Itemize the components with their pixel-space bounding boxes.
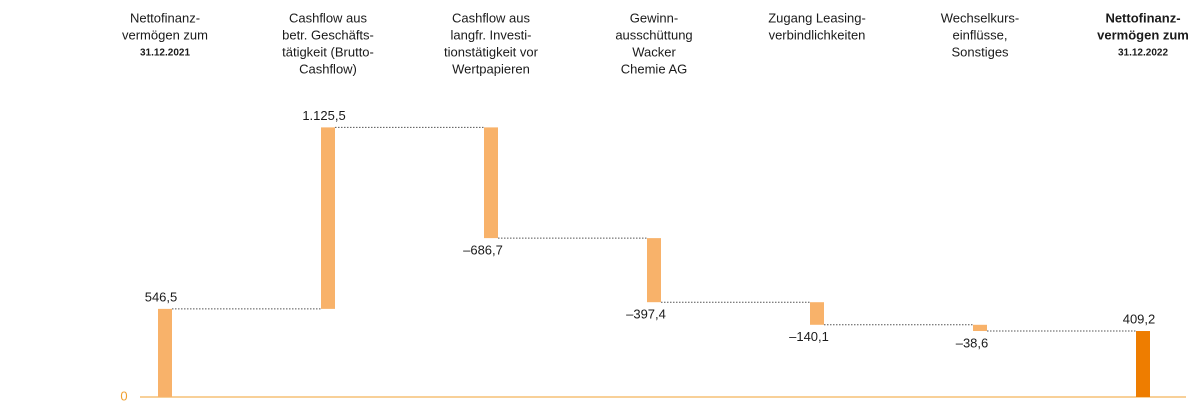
value-label: –140,1 [789, 329, 829, 344]
category-label: Gewinn- [630, 10, 678, 25]
category-label: Nettofinanz- [130, 10, 200, 25]
category-label: vermögen zum [122, 27, 208, 42]
category-label: Zugang Leasing- [768, 10, 866, 25]
bar [647, 238, 661, 303]
category-label: tätigkeit (Brutto- [282, 44, 374, 59]
value-label: 1.125,5 [302, 108, 345, 123]
bar [973, 324, 987, 332]
value-label: –686,7 [463, 243, 503, 258]
category-label: Wechselkurs- [941, 10, 1020, 25]
value-label: 546,5 [145, 289, 178, 304]
category-label: einflüsse, [953, 27, 1008, 42]
y-tick-label: 0 [120, 388, 127, 401]
category-label: Cashflow) [299, 61, 357, 76]
bar [158, 308, 172, 397]
bar [1136, 331, 1150, 397]
value-label: –397,4 [626, 307, 666, 322]
bar [321, 127, 335, 309]
category-label: Wertpapieren [452, 61, 530, 76]
category-label: langfr. Investi- [451, 27, 532, 42]
category-label: verbindlichkeiten [769, 27, 866, 42]
category-label: Chemie AG [621, 61, 687, 76]
category-label: Cashflow aus [289, 10, 368, 25]
category-label: Sonstiges [951, 44, 1009, 59]
category-label: tionstätigkeit vor [444, 44, 539, 59]
category-label: Cashflow aus [452, 10, 531, 25]
category-label: vermögen zum [1097, 27, 1189, 42]
value-label: 409,2 [1123, 311, 1156, 326]
category-label: ausschüttung [615, 27, 692, 42]
category-label: Wacker [632, 44, 676, 59]
value-label: –38,6 [956, 335, 989, 350]
category-label: 31.12.2021 [140, 48, 190, 59]
category-label: Nettofinanz- [1105, 10, 1180, 25]
category-label: betr. Geschäfts- [282, 27, 374, 42]
category-label: 31.12.2022 [1118, 48, 1168, 59]
bar [810, 302, 824, 325]
bar [484, 127, 498, 239]
